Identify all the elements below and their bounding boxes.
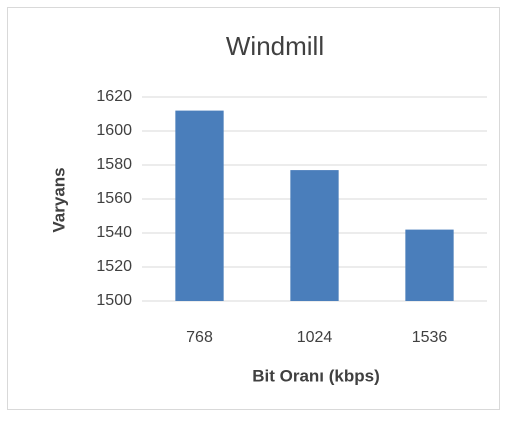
y-tick-label: 1560 (96, 190, 132, 207)
bar (405, 229, 454, 301)
y-axis-label: Varyans (49, 167, 68, 232)
chart-title: Windmill (226, 31, 324, 61)
bar (175, 110, 224, 301)
y-tick-label: 1500 (96, 292, 132, 309)
x-tick-label: 1536 (412, 329, 448, 346)
x-axis-label: Bit Oranı (kbps) (252, 366, 380, 385)
x-tick-label: 768 (186, 329, 213, 346)
y-tick-label: 1520 (96, 258, 132, 275)
chart-frame (7, 7, 500, 410)
y-tick-label: 1600 (96, 122, 132, 139)
y-tick-label: 1580 (96, 156, 132, 173)
y-tick-label: 1540 (96, 224, 132, 241)
y-tick-label: 1620 (96, 88, 132, 105)
bar (290, 170, 339, 301)
x-tick-label: 1024 (297, 329, 333, 346)
